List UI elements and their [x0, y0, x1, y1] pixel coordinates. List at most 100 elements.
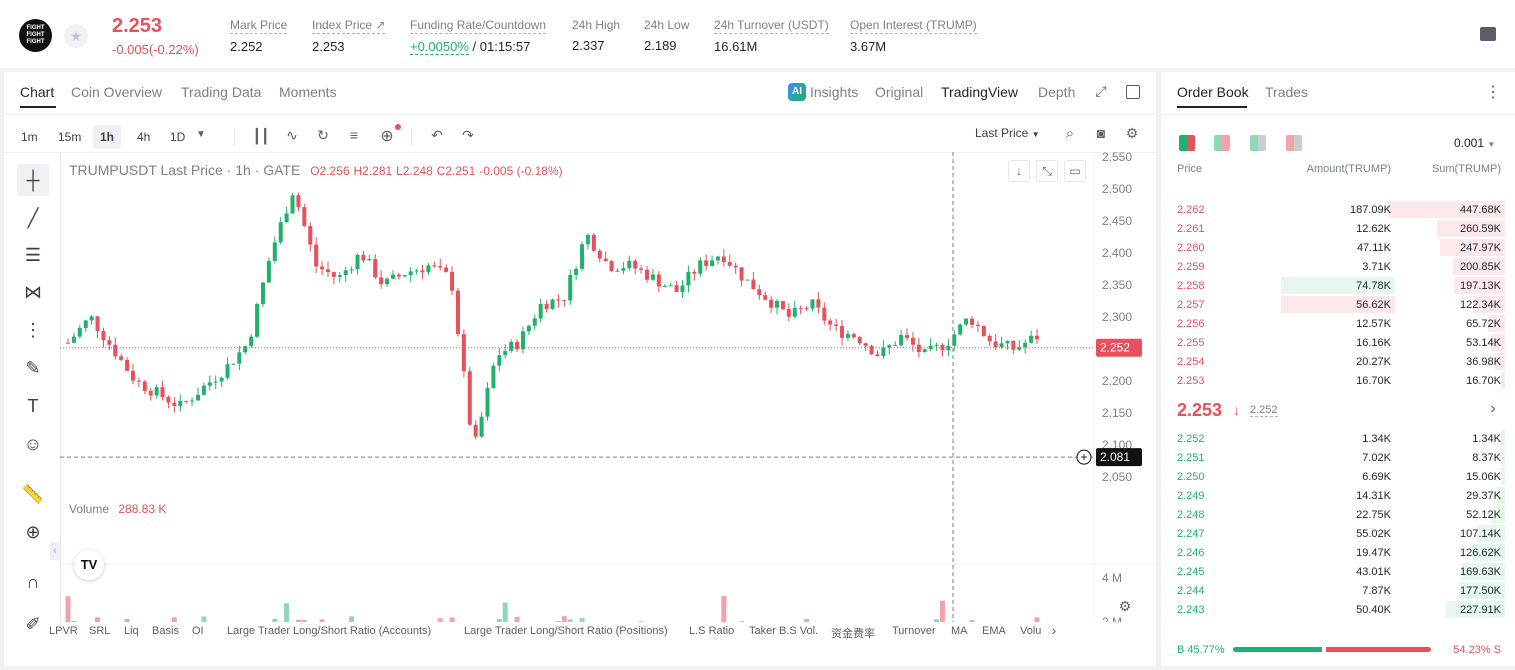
indicators-icon[interactable]: ∿ — [286, 127, 298, 143]
bid-row[interactable]: 2.245 43.01K 169.63K — [1161, 562, 1515, 581]
text-tool-icon[interactable]: T — [27, 396, 39, 416]
candle-body — [77, 328, 82, 337]
pencil-lock-tool-icon[interactable]: ✐ — [25, 614, 41, 634]
bid-row[interactable]: 2.246 19.47K 126.62K — [1161, 543, 1515, 562]
bid-row[interactable]: 2.251 7.02K 8.37K — [1161, 448, 1515, 467]
view-asks-icon[interactable] — [1286, 135, 1302, 151]
indicator-toggle[interactable]: Basis — [152, 625, 179, 637]
indicator-toggle[interactable]: OI — [192, 625, 204, 637]
collapse-icon[interactable]: ⤡ — [1036, 160, 1058, 182]
tab-tradingview[interactable]: TradingView — [941, 84, 1019, 100]
bid-row[interactable]: 2.244 7.87K 177.50K — [1161, 581, 1515, 600]
notebook-icon[interactable] — [1480, 27, 1496, 41]
tab-chart[interactable]: Chart — [20, 84, 55, 100]
timeframe-1d[interactable]: 1D — [170, 130, 186, 144]
indicator-toggle[interactable]: Large Trader Long/Short Ratio (Positions… — [464, 625, 668, 637]
compare-icon[interactable]: ↻ — [317, 127, 329, 143]
brush-tool-icon[interactable]: ✎ — [25, 358, 41, 378]
view-both-icon[interactable] — [1179, 135, 1195, 151]
indicator-toggle[interactable]: EMA — [982, 625, 1006, 637]
emoji-tool-icon[interactable]: ☺ — [23, 434, 43, 454]
add-alert-icon[interactable]: ⊕ — [380, 128, 394, 145]
screenshot-icon[interactable]: ◙ — [1096, 125, 1106, 141]
tab-original[interactable]: Original — [875, 84, 924, 100]
ask-row[interactable]: 2.255 16.16K 53.14K — [1161, 333, 1515, 352]
bid-row[interactable]: 2.243 50.40K 227.91K — [1161, 600, 1515, 619]
templates-icon[interactable]: ≡ — [349, 127, 359, 143]
fullscreen-icon[interactable] — [1126, 85, 1140, 99]
price-chart[interactable]: 2.5502.5002.4502.4002.3502.3002.2502.200… — [60, 152, 1156, 622]
indicator-toggle[interactable]: Large Trader Long/Short Ratio (Accounts) — [227, 625, 432, 637]
price-type-select[interactable]: Last Price ▼ — [975, 126, 1040, 140]
magnet-tool-icon[interactable]: ∩ — [26, 572, 40, 592]
timeframe-1h[interactable]: 1h — [93, 125, 122, 149]
view-bids-icon[interactable] — [1250, 135, 1266, 151]
indicator-toggle[interactable]: Taker B.S Vol. — [749, 625, 819, 637]
indicator-toggle[interactable]: Turnover — [892, 625, 936, 637]
tab-trading-data[interactable]: Trading Data — [181, 84, 262, 100]
chevron-right-icon[interactable]: › — [1051, 622, 1057, 638]
bid-row[interactable]: 2.249 14.31K 29.37K — [1161, 486, 1515, 505]
ask-row[interactable]: 2.253 16.70K 16.70K — [1161, 371, 1515, 390]
indicator-toggle[interactable]: SRL — [89, 625, 111, 637]
indicator-toggle[interactable]: MA — [951, 625, 968, 637]
indicator-toggle[interactable]: LPVR — [49, 625, 78, 637]
undo-icon[interactable]: ↶ — [431, 127, 443, 143]
bid-row[interactable]: 2.247 55.02K 107.14K — [1161, 524, 1515, 543]
indicator-toggle[interactable]: Liq — [124, 625, 139, 637]
indicator-toggle[interactable]: 资金费率 — [831, 628, 875, 640]
stat-mark-price[interactable]: Mark Price 2.252 — [230, 18, 288, 54]
stat-index-price[interactable]: Index Price ↗ 2.253 — [312, 18, 386, 54]
collapse-toolbar-icon[interactable]: ‹ — [50, 542, 60, 560]
ask-row[interactable]: 2.254 20.27K 36.98K — [1161, 352, 1515, 371]
tab-moments[interactable]: Moments — [279, 84, 337, 100]
ask-row[interactable]: 2.256 12.57K 65.72K — [1161, 314, 1515, 333]
fib-tool-icon[interactable]: ⋮ — [24, 320, 42, 340]
redo-icon[interactable]: ↷ — [462, 127, 474, 143]
scroll-down-icon[interactable]: ↓ — [1008, 160, 1030, 182]
view-bids-asks-icon[interactable] — [1214, 135, 1230, 151]
stat-open-interest[interactable]: Open Interest (TRUMP) 3.67M — [850, 18, 977, 54]
pattern-tool-icon[interactable]: ⋈ — [24, 282, 42, 302]
tab-depth[interactable]: Depth — [1038, 84, 1076, 100]
ask-row[interactable]: 2.258 74.78K 197.13K — [1161, 276, 1515, 295]
ask-row[interactable]: 2.259 3.71K 200.85K — [1161, 257, 1515, 276]
bid-row[interactable]: 2.250 6.69K 15.06K — [1161, 467, 1515, 486]
settings-gear-icon[interactable]: ⚙ — [1125, 125, 1139, 141]
ask-row[interactable]: 2.257 56.62K 122.34K — [1161, 295, 1515, 314]
timeframe-4h[interactable]: 4h — [137, 130, 151, 144]
stat-funding-rate[interactable]: Funding Rate/Countdown +0.0050% / 01:15:… — [410, 18, 547, 55]
ask-row[interactable]: 2.262 187.09K 447.68K — [1161, 200, 1515, 219]
timeframe-1m[interactable]: 1m — [21, 130, 38, 144]
more-options-icon[interactable]: ⋮ — [1485, 84, 1501, 101]
bid-row[interactable]: 2.248 22.75K 52.12K — [1161, 505, 1515, 524]
zoom-in-tool-icon[interactable]: ⊕ — [25, 522, 41, 542]
precision-select[interactable]: 0.001 ▼ — [1454, 136, 1495, 150]
candle-type-icon[interactable]: ┃┃ — [252, 128, 270, 144]
indicator-toggle[interactable]: L.S Ratio — [689, 625, 735, 637]
trendline-tool-icon[interactable]: ╱ — [27, 208, 39, 228]
tab-coin-overview[interactable]: Coin Overview — [71, 84, 163, 100]
horizontal-lines-tool-icon[interactable]: ☰ — [24, 245, 42, 265]
candle-body — [219, 377, 224, 382]
search-icon[interactable]: ⌕ — [1065, 125, 1075, 142]
timeframe-15m[interactable]: 15m — [58, 130, 82, 144]
ruler-tool-icon[interactable]: 📏 — [21, 484, 45, 504]
ask-row[interactable]: 2.261 12.62K 260.59K — [1161, 219, 1515, 238]
tab-order-book[interactable]: Order Book — [1177, 84, 1249, 100]
tab-trades[interactable]: Trades — [1265, 84, 1309, 100]
crosshair-tool-icon[interactable]: ┼ — [17, 164, 49, 196]
expand-icon[interactable]: ⤢ — [1095, 83, 1107, 99]
ask-row[interactable]: 2.260 47.11K 247.97K — [1161, 238, 1515, 257]
volume-value: 288.83 K — [118, 502, 167, 516]
maximize-pane-icon[interactable]: ▭ — [1064, 160, 1086, 182]
tab-insights[interactable]: Insights — [810, 84, 859, 100]
stat-24h-turnover[interactable]: 24h Turnover (USDT) 16.61M — [714, 18, 829, 54]
chart-settings-icon[interactable]: ⚙ — [1118, 598, 1132, 614]
bid-row[interactable]: 2.252 1.34K 1.34K — [1161, 429, 1515, 448]
favorite-star-icon[interactable]: ★ — [64, 24, 88, 48]
timeframe-dropdown-icon[interactable]: ▼ — [196, 129, 206, 140]
indicator-toggle[interactable]: Volu — [1020, 625, 1042, 637]
tab-underline — [20, 106, 56, 108]
chevron-right-icon[interactable]: › — [1490, 400, 1496, 417]
